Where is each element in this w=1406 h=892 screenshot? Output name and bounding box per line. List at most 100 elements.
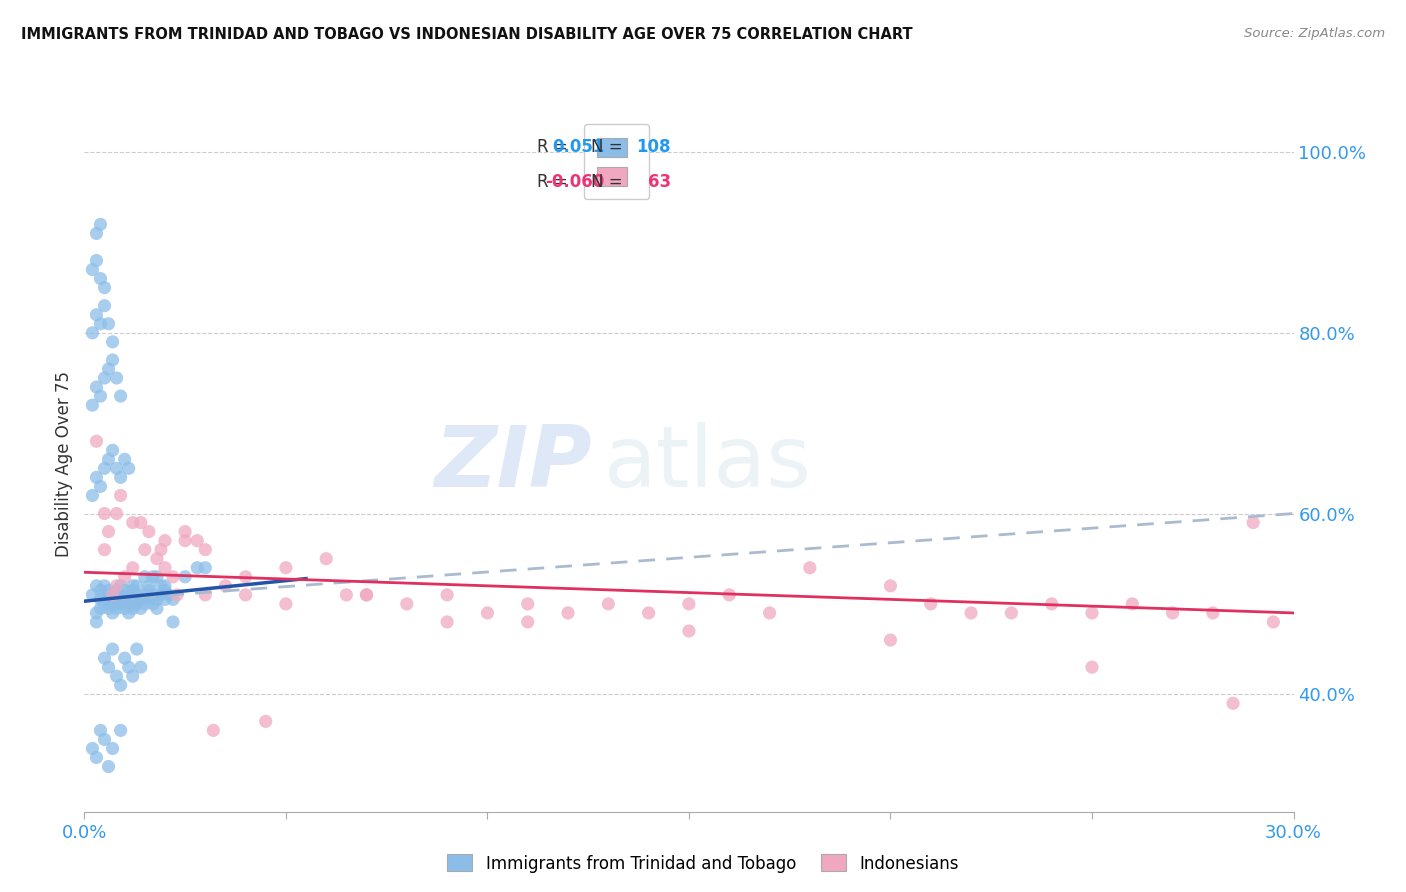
Point [110, 389, 132, 403]
Point [157, 588, 180, 602]
Point [142, 597, 165, 611]
Point [637, 606, 659, 620]
Point [1202, 606, 1225, 620]
Point [174, 533, 197, 548]
Point [214, 579, 236, 593]
Point [82, 588, 104, 602]
Point [1081, 606, 1104, 620]
Point [186, 560, 208, 574]
Point [134, 597, 156, 611]
Point [86, 380, 108, 394]
Point [678, 624, 700, 638]
Point [121, 516, 143, 530]
Point [186, 533, 208, 548]
Point [89, 479, 111, 493]
Point [274, 597, 297, 611]
Point [125, 588, 148, 602]
Text: R =: R = [537, 173, 568, 191]
Point [110, 588, 132, 602]
Point [93, 579, 115, 593]
Point [114, 583, 136, 598]
Point [146, 592, 169, 607]
Point [121, 592, 143, 607]
Point [678, 597, 700, 611]
Point [89, 583, 111, 598]
Point [101, 642, 124, 657]
Point [118, 660, 141, 674]
Point [105, 669, 128, 683]
Point [194, 560, 217, 574]
Point [1081, 660, 1104, 674]
Point [82, 326, 104, 340]
Point [1161, 606, 1184, 620]
Text: N =: N = [591, 173, 623, 191]
Point [194, 542, 217, 557]
Point [129, 516, 152, 530]
Legend: Immigrants from Trinidad and Tobago, Indonesians: Immigrants from Trinidad and Tobago, Ind… [440, 847, 966, 880]
Point [93, 371, 115, 385]
Point [149, 588, 172, 602]
Point [146, 570, 169, 584]
Point [93, 542, 115, 557]
Point [86, 470, 108, 484]
Point [93, 588, 115, 602]
Text: -0.060: -0.060 [546, 173, 605, 191]
Point [395, 597, 418, 611]
Point [105, 507, 128, 521]
Point [89, 389, 111, 403]
Point [89, 601, 111, 615]
Point [146, 551, 169, 566]
Point [101, 353, 124, 368]
Legend: , : , [583, 124, 650, 200]
Point [516, 597, 538, 611]
Point [799, 560, 821, 574]
Point [89, 317, 111, 331]
Point [557, 606, 579, 620]
Point [86, 606, 108, 620]
Point [86, 253, 108, 268]
Y-axis label: Disability Age Over 75: Disability Age Over 75 [55, 371, 73, 557]
Point [97, 592, 120, 607]
Point [110, 579, 132, 593]
Point [101, 606, 124, 620]
Point [121, 583, 143, 598]
Point [1040, 597, 1063, 611]
Point [110, 723, 132, 738]
Point [138, 579, 160, 593]
Point [149, 542, 172, 557]
Text: ZIP: ZIP [434, 422, 592, 506]
Text: atlas: atlas [605, 422, 813, 506]
Point [101, 588, 124, 602]
Point [153, 579, 176, 593]
Point [153, 533, 176, 548]
Point [162, 615, 184, 629]
Point [110, 678, 132, 692]
Point [153, 583, 176, 598]
Point [174, 524, 197, 539]
Point [89, 218, 111, 232]
Point [101, 588, 124, 602]
Point [235, 570, 257, 584]
Point [118, 588, 141, 602]
Text: R =: R = [537, 138, 568, 156]
Point [121, 579, 143, 593]
Point [125, 642, 148, 657]
Point [166, 588, 188, 602]
Point [134, 542, 156, 557]
Text: IMMIGRANTS FROM TRINIDAD AND TOBAGO VS INDONESIAN DISABILITY AGE OVER 75 CORRELA: IMMIGRANTS FROM TRINIDAD AND TOBAGO VS I… [21, 27, 912, 42]
Point [718, 588, 741, 602]
Point [118, 606, 141, 620]
Point [105, 579, 128, 593]
Point [146, 601, 169, 615]
Point [97, 759, 120, 773]
Point [93, 461, 115, 475]
Point [516, 615, 538, 629]
Point [356, 588, 378, 602]
Text: 63: 63 [648, 173, 671, 191]
Point [134, 570, 156, 584]
Point [920, 597, 942, 611]
Point [105, 601, 128, 615]
Point [153, 560, 176, 574]
Point [194, 588, 217, 602]
Point [129, 592, 152, 607]
